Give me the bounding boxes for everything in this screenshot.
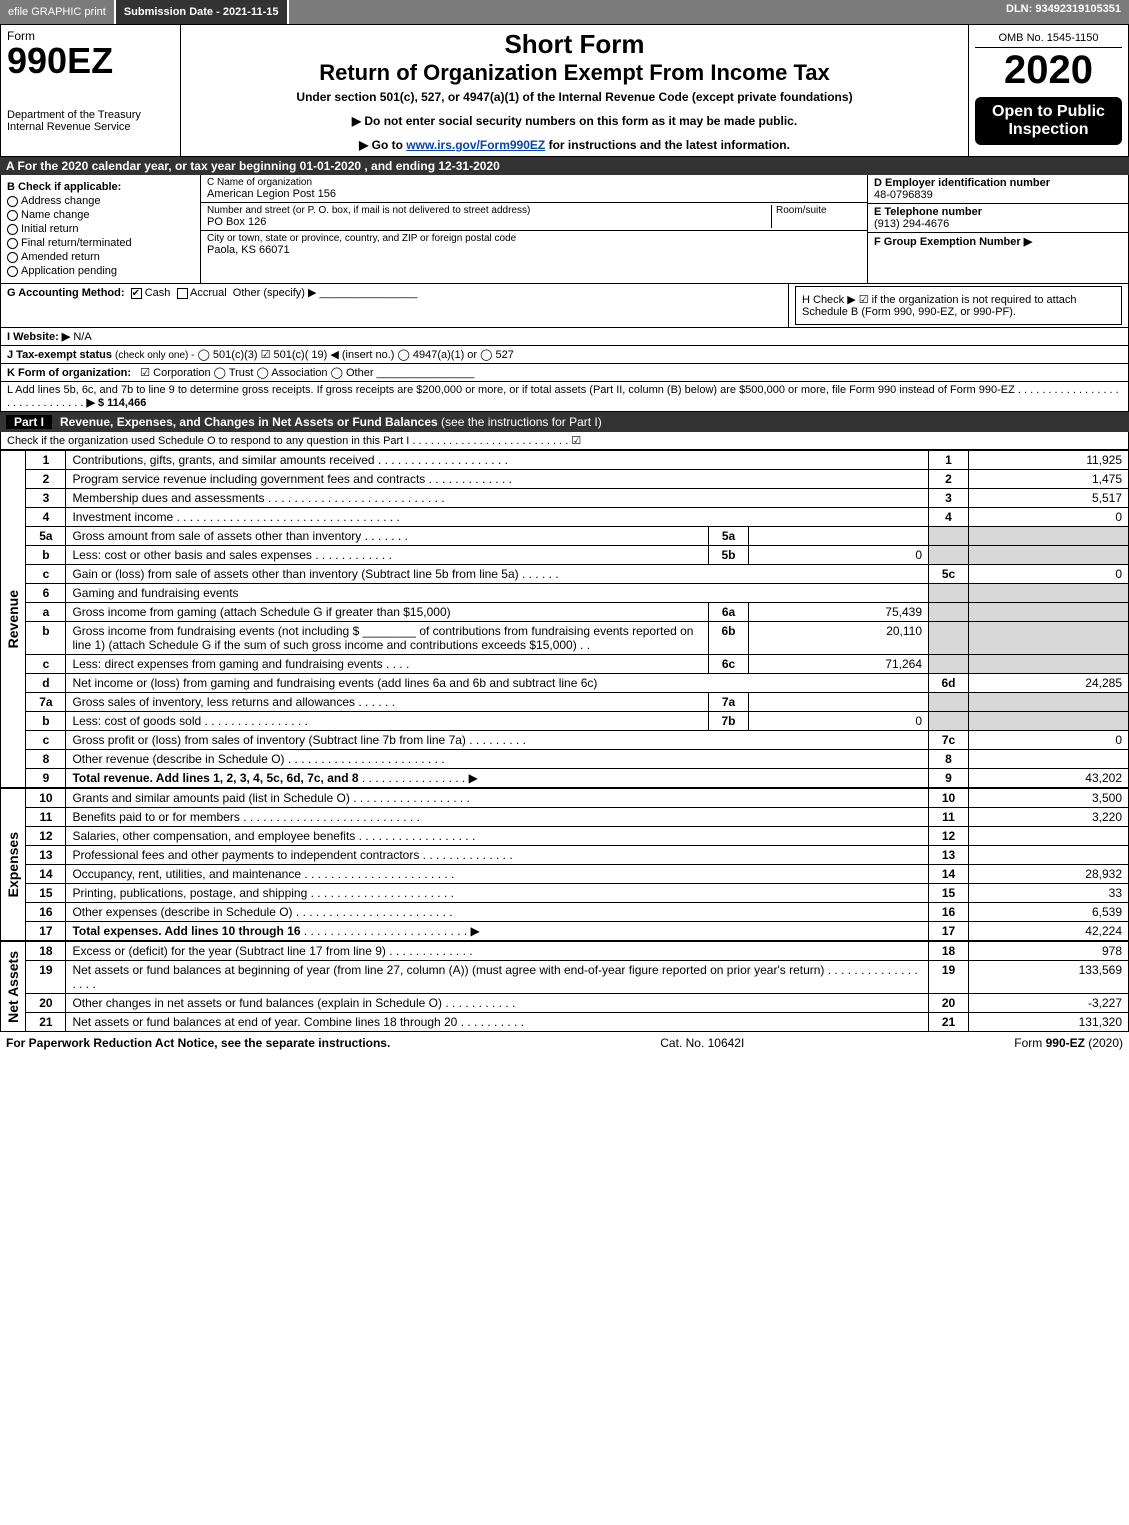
cb-initial-return[interactable]: Initial return	[7, 223, 194, 235]
cb-application-pending[interactable]: Application pending	[7, 265, 194, 277]
addr-label: Number and street (or P. O. box, if mail…	[207, 205, 771, 216]
cb-address-change[interactable]: Address change	[7, 195, 194, 207]
footer-mid: Cat. No. 10642I	[660, 1036, 744, 1050]
line-h: H Check ▶ ☑ if the organization is not r…	[795, 286, 1122, 325]
submission-date: Submission Date - 2021-11-15	[116, 0, 289, 24]
topbar-spacer	[289, 0, 999, 24]
form-number: 990EZ	[7, 43, 174, 79]
box-def: D Employer identification number 48-0796…	[868, 175, 1128, 283]
ein-value: 48-0796839	[874, 189, 1122, 201]
d-label: D Employer identification number	[874, 177, 1122, 189]
c-label: C Name of organization	[207, 177, 861, 188]
form-header: Form 990EZ Department of the Treasury In…	[0, 24, 1129, 157]
cb-accrual[interactable]	[177, 288, 188, 299]
e-label: E Telephone number	[874, 206, 1122, 218]
goto-pre: ▶ Go to	[359, 138, 406, 152]
line-k: K Form of organization: ☑ Corporation ◯ …	[1, 364, 1128, 382]
tax-year: 2020	[975, 48, 1122, 93]
efile-print-label[interactable]: efile GRAPHIC print	[0, 0, 116, 24]
net-assets-section: Net Assets 18Excess or (deficit) for the…	[0, 941, 1129, 1032]
revenue-section: Revenue 1Contributions, gifts, grants, a…	[0, 450, 1129, 788]
footer-left: For Paperwork Reduction Act Notice, see …	[6, 1036, 390, 1050]
ghijkl-block: G Accounting Method: Cash Accrual Other …	[0, 284, 1129, 412]
omb-number: OMB No. 1545-1150	[975, 29, 1122, 48]
box-b-title: B Check if applicable:	[7, 181, 194, 193]
cb-name-change[interactable]: Name change	[7, 209, 194, 221]
line-a-tax-year: A For the 2020 calendar year, or tax yea…	[0, 157, 1129, 175]
netassets-side-label: Net Assets	[0, 941, 25, 1032]
box-c-org-info: C Name of organization American Legion P…	[201, 175, 868, 283]
revenue-side-label: Revenue	[0, 450, 25, 788]
org-address: PO Box 126	[207, 216, 771, 228]
dept-line-1: Department of the Treasury	[7, 109, 174, 121]
entity-block: B Check if applicable: Address change Na…	[0, 175, 1129, 284]
line-g: G Accounting Method: Cash Accrual Other …	[1, 284, 788, 327]
goto-post: for instructions and the latest informat…	[545, 138, 790, 152]
cb-cash[interactable]	[131, 288, 142, 299]
title-main: Return of Organization Exempt From Incom…	[187, 60, 962, 86]
footer-right: Form 990-EZ (2020)	[1014, 1036, 1123, 1050]
revenue-table: 1Contributions, gifts, grants, and simil…	[25, 450, 1129, 788]
phone-value: (913) 294-4676	[874, 218, 1122, 230]
line-i: I Website: ▶ N/A	[1, 328, 1128, 346]
part1-checkmark[interactable]: ☑	[571, 435, 581, 447]
irs-link[interactable]: www.irs.gov/Form990EZ	[406, 138, 545, 152]
f-label: F Group Exemption Number ▶	[874, 235, 1122, 248]
ssn-warning: ▶ Do not enter social security numbers o…	[187, 114, 962, 128]
room-label: Room/suite	[776, 205, 861, 216]
title-short-form: Short Form	[187, 29, 962, 60]
header-left: Form 990EZ Department of the Treasury In…	[1, 25, 181, 156]
part-1-tag: Part I	[6, 415, 52, 429]
expenses-side-label: Expenses	[0, 788, 25, 941]
cb-final-return[interactable]: Final return/terminated	[7, 237, 194, 249]
org-name: American Legion Post 156	[207, 188, 861, 200]
part-1-header: Part I Revenue, Expenses, and Changes in…	[0, 412, 1129, 432]
subtitle: Under section 501(c), 527, or 4947(a)(1)…	[187, 90, 962, 104]
goto-instruction: ▶ Go to www.irs.gov/Form990EZ for instru…	[187, 138, 962, 152]
dept-line-2: Internal Revenue Service	[7, 121, 174, 133]
line-j: J Tax-exempt status (check only one) - ◯…	[1, 346, 1128, 364]
part-1-check: Check if the organization used Schedule …	[0, 432, 1129, 450]
city-label: City or town, state or province, country…	[207, 233, 861, 244]
line-l: L Add lines 5b, 6c, and 7b to line 9 to …	[1, 382, 1128, 411]
box-b-checkboxes: B Check if applicable: Address change Na…	[1, 175, 201, 283]
dln: DLN: 93492319105351	[998, 0, 1129, 24]
cb-amended-return[interactable]: Amended return	[7, 251, 194, 263]
top-bar: efile GRAPHIC print Submission Date - 20…	[0, 0, 1129, 24]
netassets-table: 18Excess or (deficit) for the year (Subt…	[25, 941, 1129, 1032]
open-to-public: Open to Public Inspection	[975, 97, 1122, 145]
header-center: Short Form Return of Organization Exempt…	[181, 25, 968, 156]
page-footer: For Paperwork Reduction Act Notice, see …	[0, 1032, 1129, 1054]
org-city: Paola, KS 66071	[207, 244, 861, 256]
expenses-table: 10Grants and similar amounts paid (list …	[25, 788, 1129, 941]
header-right: OMB No. 1545-1150 2020 Open to Public In…	[968, 25, 1128, 156]
expenses-section: Expenses 10Grants and similar amounts pa…	[0, 788, 1129, 941]
